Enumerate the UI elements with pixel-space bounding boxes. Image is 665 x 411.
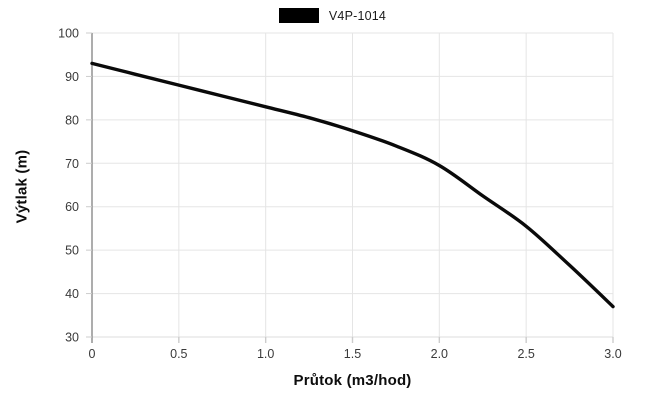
y-axis-title: Výtlak (m): [13, 149, 31, 224]
y-tick-label-50: 50: [65, 244, 79, 258]
y-tick-label-30: 30: [65, 331, 79, 345]
x-tick-label-1.5: 1.5: [344, 347, 361, 361]
y-tick-label-100: 100: [58, 27, 79, 41]
x-tick-label-1: 1.0: [257, 347, 274, 361]
x-tick-label-3: 3.0: [604, 347, 621, 361]
x-tick-label-2.5: 2.5: [517, 347, 534, 361]
x-tick-label-2: 2.0: [431, 347, 448, 361]
y-tick-label-90: 90: [65, 70, 79, 84]
x-tick-label-0.5: 0.5: [170, 347, 187, 361]
y-tick-label-70: 70: [65, 157, 79, 171]
y-tick-label-40: 40: [65, 287, 79, 301]
y-tick-label-80: 80: [65, 113, 79, 127]
x-axis-title: Průtok (m3/hod): [293, 372, 412, 389]
x-tick-label-0: 0: [89, 347, 96, 361]
y-tick-label-60: 60: [65, 200, 79, 214]
series-curve-V4P-1014: [90, 61, 615, 309]
